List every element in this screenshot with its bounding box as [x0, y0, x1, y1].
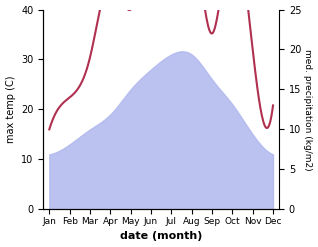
- Y-axis label: max temp (C): max temp (C): [5, 76, 16, 143]
- X-axis label: date (month): date (month): [120, 231, 202, 242]
- Y-axis label: med. precipitation (kg/m2): med. precipitation (kg/m2): [303, 49, 313, 170]
